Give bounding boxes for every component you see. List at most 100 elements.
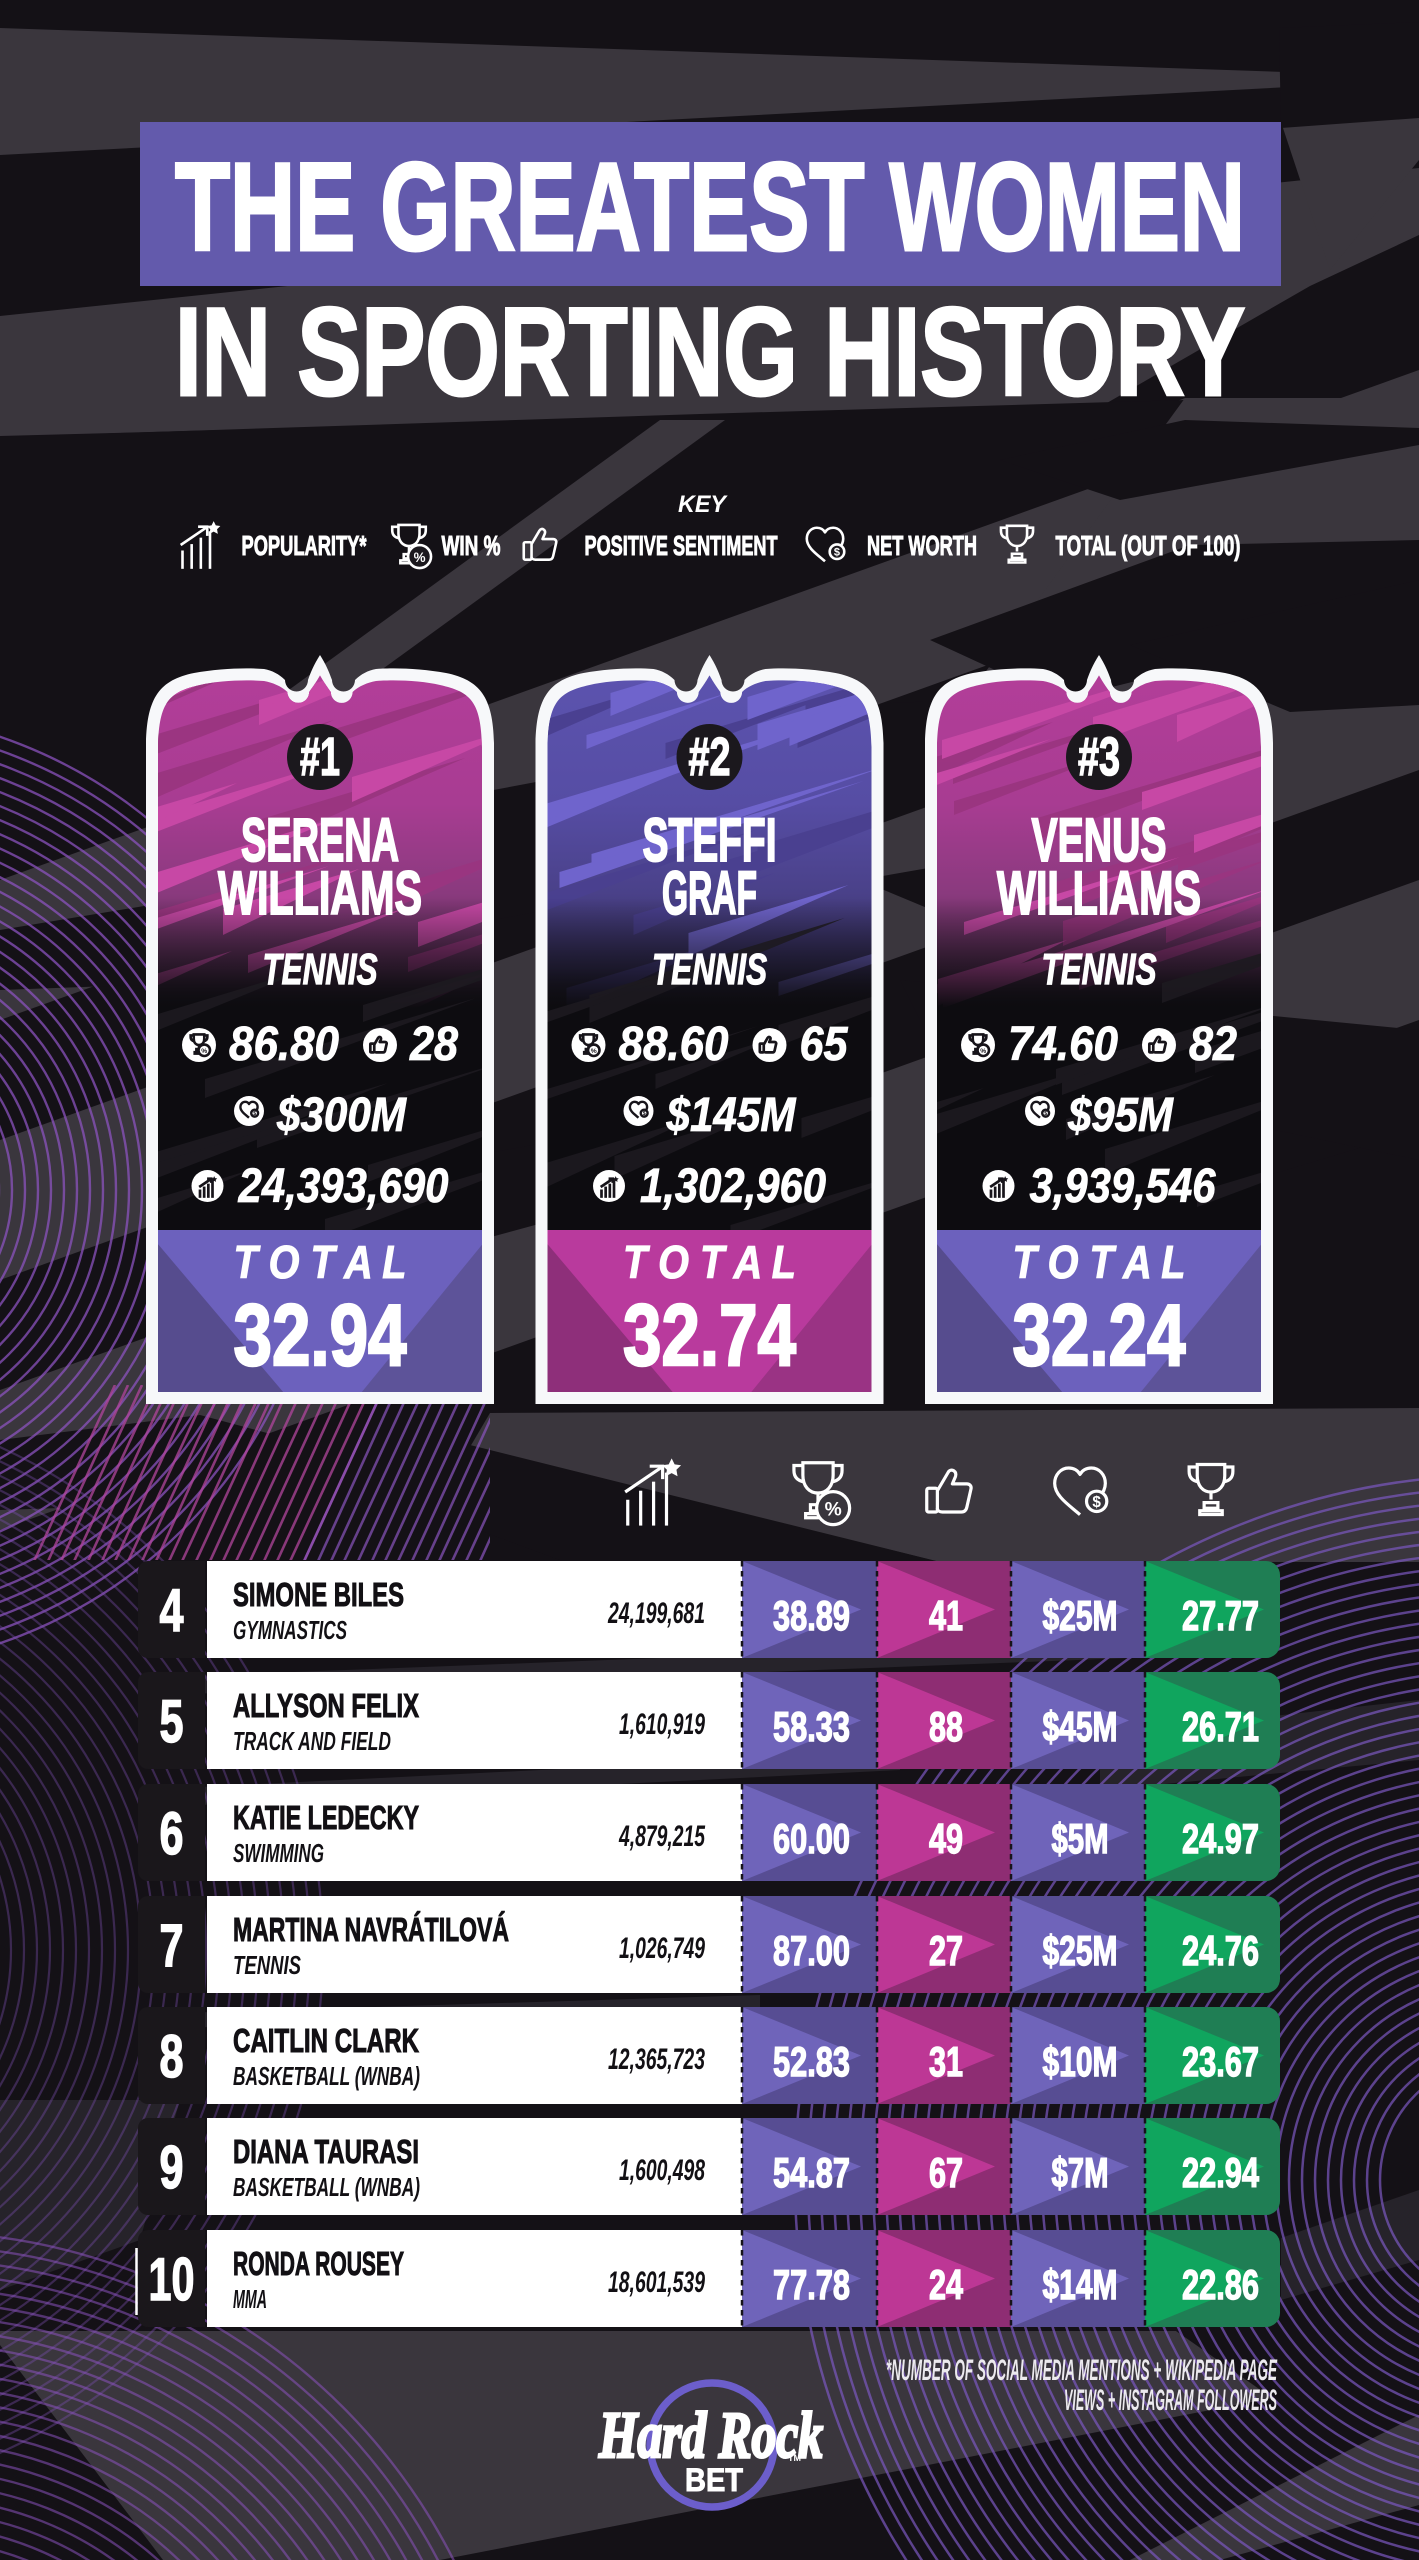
svg-text:POPULARITY*: POPULARITY*: [242, 530, 367, 561]
svg-text:$45M: $45M: [1043, 1703, 1118, 1750]
svg-text:DIANA TAURASI: DIANA TAURASI: [233, 2133, 419, 2170]
svg-text:$145M: $145M: [666, 1089, 797, 1142]
svg-text:$25M: $25M: [1043, 1592, 1118, 1639]
svg-text:VENUS: VENUS: [1032, 806, 1167, 874]
svg-text:T O T A L: T O T A L: [623, 1236, 796, 1288]
svg-text:24,199,681: 24,199,681: [607, 1597, 705, 1630]
svg-text:$10M: $10M: [1043, 2038, 1118, 2085]
svg-text:1,302,960: 1,302,960: [640, 1160, 826, 1213]
svg-text:9: 9: [160, 2134, 184, 2201]
svg-text:88: 88: [929, 1703, 963, 1750]
svg-text:27.77: 27.77: [1182, 1592, 1259, 1639]
svg-text:WILLIAMS: WILLIAMS: [997, 859, 1201, 927]
svg-text:MMA: MMA: [233, 2284, 267, 2314]
svg-text:POSITIVE SENTIMENT: POSITIVE SENTIMENT: [585, 530, 778, 561]
svg-text:22.86: 22.86: [1182, 2261, 1259, 2308]
svg-text:18,601,539: 18,601,539: [608, 2266, 705, 2299]
svg-text:58.33: 58.33: [773, 1703, 850, 1750]
svg-text:TM: TM: [788, 2453, 801, 2463]
svg-text:%: %: [980, 1048, 986, 1055]
svg-text:27: 27: [929, 1927, 963, 1974]
svg-text:#1: #1: [300, 727, 340, 787]
svg-text:60.00: 60.00: [773, 1815, 850, 1862]
svg-text:TOTAL (OUT OF 100): TOTAL (OUT OF 100): [1056, 530, 1241, 561]
svg-text:12,365,723: 12,365,723: [608, 2043, 705, 2076]
svg-text:%: %: [825, 1500, 842, 1521]
svg-text:GRAF: GRAF: [662, 859, 757, 927]
svg-text:ALLYSON FELIX: ALLYSON FELIX: [233, 1687, 419, 1724]
svg-text:BET: BET: [685, 2462, 743, 2498]
svg-text:KEY: KEY: [678, 491, 728, 518]
svg-text:BASKETBALL (WNBA): BASKETBALL (WNBA): [233, 2172, 420, 2202]
svg-text:24: 24: [929, 2261, 963, 2308]
svg-text:*NUMBER OF SOCIAL MEDIA MENTIO: *NUMBER OF SOCIAL MEDIA MENTIONS + WIKIP…: [886, 2354, 1277, 2387]
svg-text:%: %: [414, 550, 426, 565]
svg-text:1,600,498: 1,600,498: [619, 2154, 705, 2187]
svg-text:T O T A L: T O T A L: [1013, 1236, 1186, 1288]
svg-text:#3: #3: [1078, 727, 1120, 787]
svg-text:1,026,749: 1,026,749: [619, 1932, 705, 1965]
svg-text:$25M: $25M: [1043, 1927, 1118, 1974]
svg-text:52.83: 52.83: [773, 2038, 850, 2085]
svg-text:TENNIS: TENNIS: [652, 945, 767, 994]
svg-text:7: 7: [160, 1912, 184, 1979]
svg-text:32.94: 32.94: [234, 1287, 407, 1384]
svg-text:STEFFI: STEFFI: [643, 806, 777, 874]
svg-text:28: 28: [409, 1018, 458, 1071]
svg-text:10: 10: [149, 2246, 195, 2313]
svg-text:41: 41: [929, 1592, 963, 1639]
svg-text:BASKETBALL (WNBA): BASKETBALL (WNBA): [233, 2061, 420, 2091]
svg-text:87.00: 87.00: [773, 1927, 850, 1974]
svg-text:82: 82: [1189, 1018, 1237, 1071]
svg-text:$: $: [834, 547, 840, 559]
svg-text:SIMONE BILES: SIMONE BILES: [233, 1576, 404, 1613]
svg-text:CAITLIN CLARK: CAITLIN CLARK: [233, 2022, 419, 2059]
svg-text:22.94: 22.94: [1182, 2149, 1259, 2196]
svg-text:TENNIS: TENNIS: [263, 945, 378, 994]
svg-text:24.76: 24.76: [1182, 1927, 1259, 1974]
svg-text:32.24: 32.24: [1013, 1287, 1186, 1384]
svg-text:MARTINA NAVRÁTILOVÁ: MARTINA NAVRÁTILOVÁ: [233, 1911, 509, 1948]
svg-text:86.80: 86.80: [229, 1018, 339, 1071]
svg-text:KATIE LEDECKY: KATIE LEDECKY: [233, 1799, 419, 1836]
svg-text:23.67: 23.67: [1182, 2038, 1259, 2085]
svg-text:65: 65: [800, 1018, 849, 1071]
svg-text:8: 8: [160, 2023, 184, 2090]
svg-text:WIN %: WIN %: [442, 530, 501, 561]
svg-text:IN SPORTING HISTORY: IN SPORTING HISTORY: [175, 283, 1245, 422]
svg-text:%: %: [591, 1048, 597, 1055]
svg-text:32.74: 32.74: [623, 1287, 796, 1384]
svg-text:1,610,919: 1,610,919: [619, 1708, 705, 1741]
svg-text:Hard Rock: Hard Rock: [598, 2399, 823, 2472]
svg-text:49: 49: [929, 1815, 963, 1862]
svg-text:T O T A L: T O T A L: [234, 1236, 407, 1288]
svg-text:74.60: 74.60: [1008, 1018, 1118, 1071]
svg-text:GYMNASTICS: GYMNASTICS: [233, 1615, 347, 1645]
svg-text:$5M: $5M: [1052, 1815, 1109, 1862]
svg-text:SWIMMING: SWIMMING: [233, 1838, 324, 1868]
svg-text:RONDA ROUSEY: RONDA ROUSEY: [233, 2245, 404, 2282]
svg-text:TENNIS: TENNIS: [1042, 945, 1157, 994]
svg-text:%: %: [201, 1048, 207, 1055]
svg-text:4: 4: [160, 1577, 184, 1644]
svg-text:NET WORTH: NET WORTH: [867, 530, 977, 561]
svg-text:THE GREATEST WOMEN: THE GREATEST WOMEN: [175, 138, 1245, 277]
svg-text:3,939,546: 3,939,546: [1030, 1160, 1216, 1213]
svg-text:$: $: [1044, 1111, 1047, 1117]
svg-text:VIEWS + INSTAGRAM FOLLOWERS: VIEWS + INSTAGRAM FOLLOWERS: [1064, 2384, 1277, 2417]
svg-text:31: 31: [929, 2038, 963, 2085]
svg-text:6: 6: [160, 1800, 184, 1867]
svg-text:$95M: $95M: [1067, 1089, 1174, 1142]
svg-text:$: $: [643, 1111, 646, 1117]
svg-text:4,879,215: 4,879,215: [618, 1820, 705, 1853]
svg-text:TRACK AND FIELD: TRACK AND FIELD: [233, 1726, 391, 1756]
svg-text:SERENA: SERENA: [241, 806, 399, 874]
svg-text:38.89: 38.89: [773, 1592, 850, 1639]
svg-text:$14M: $14M: [1043, 2261, 1118, 2308]
svg-text:$: $: [1092, 1494, 1101, 1511]
svg-text:24.97: 24.97: [1182, 1815, 1259, 1862]
svg-text:$7M: $7M: [1052, 2149, 1109, 2196]
svg-text:67: 67: [929, 2149, 963, 2196]
svg-text:54.87: 54.87: [773, 2149, 850, 2196]
svg-text:$300M: $300M: [276, 1089, 407, 1142]
